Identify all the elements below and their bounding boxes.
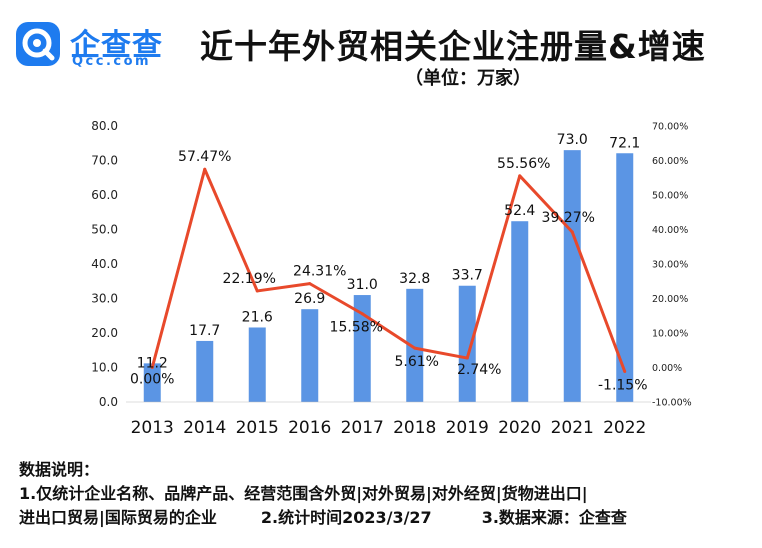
y2-tick-label: 10.00% [652,329,688,340]
data-notes: 数据说明： 1.仅统计企业名称、品牌产品、经营范围含外贸|对外贸易|对外经贸|货… [19,458,755,530]
bar-value-label: 72.1 [609,135,640,151]
y2-tick-label: 40.00% [652,225,688,236]
y-tick-label: 80.0 [91,119,118,133]
bar [406,288,424,402]
x-tick-label: 2020 [498,418,541,438]
bar-value-label: 17.7 [189,323,220,339]
x-tick-label: 2018 [393,418,436,438]
growth-value-label: 24.31% [293,264,346,280]
growth-point [518,174,522,178]
growth-point [150,366,154,369]
y-tick-label: 30.0 [91,292,118,306]
growth-value-label: 2.74% [457,362,501,378]
y2-tick-label: -10.00% [652,398,692,409]
y2-tick-label: 0.00% [652,363,682,374]
bar [143,363,161,402]
x-tick-label: 2019 [446,418,489,438]
x-tick-label: 2015 [236,418,279,438]
x-tick-label: 2013 [131,418,174,438]
growth-value-label: 22.19% [223,271,276,287]
bar [248,327,266,402]
bar-value-label: 21.6 [242,309,273,325]
bar-value-label: 31.0 [347,277,378,293]
bar [563,150,581,402]
notes-scope: 进出口贸易|国际贸易的企业 [19,508,217,527]
y-tick-label: 10.0 [91,361,118,375]
y2-tick-label: 20.00% [652,294,688,305]
bar-value-label: 32.8 [399,271,430,287]
bar-value-label: 52.4 [504,203,535,219]
chart-subtitle: （单位：万家） [405,68,531,89]
notes-heading: 数据说明： [19,460,100,479]
growth-point [360,312,364,316]
x-tick-label: 2022 [603,418,646,438]
growth-point [465,356,469,360]
bar-value-label: 33.7 [452,268,483,284]
bar [511,221,529,402]
x-tick-label: 2021 [551,418,594,438]
logo-domain: Qcc.com [72,54,152,69]
notes-source: 3.数据来源：企查查 [481,508,627,527]
bar-value-label: 73.0 [557,132,588,148]
x-tick-label: 2014 [183,418,226,438]
y-tick-label: 20.0 [91,326,118,340]
growth-point [623,369,627,373]
growth-value-label: 5.61% [395,354,439,370]
growth-point [570,230,574,234]
bar [353,295,371,402]
y2-tick-label: 70.00% [652,122,688,133]
y-tick-label: 70.0 [91,154,118,168]
y2-tick-label: 50.00% [652,191,688,202]
bar [458,285,476,402]
chart-title: 近十年外贸相关企业注册量&增速 [200,27,706,66]
notes-date: 2.统计时间2023/3/27 [260,508,432,527]
growth-point [255,289,259,293]
growth-point [413,346,417,350]
bar [301,309,319,402]
growth-line [150,167,627,372]
qcc-logo: 企查查 Qcc.com [10,10,185,69]
y-tick-label: 0.0 [99,395,118,409]
growth-value-label: 15.58% [330,320,383,336]
growth-value-label: 39.27% [542,210,595,226]
growth-point [203,167,207,171]
bar [196,340,214,402]
bar-value-label: 26.9 [294,291,325,307]
y-tick-label: 40.0 [91,257,118,271]
logo-mark-icon [16,22,60,66]
notes-line-1: 1.仅统计企业名称、品牌产品、经营范围含外贸|对外贸易|对外经贸|货物进出口| [19,484,588,503]
x-tick-label: 2017 [341,418,384,438]
growth-value-label: 55.56% [497,156,550,172]
growth-point [308,282,312,286]
y2-tick-label: 60.00% [652,156,688,167]
growth-value-label: -1.15% [598,377,648,393]
y-tick-label: 50.0 [91,223,118,237]
notes-line-2: 进出口贸易|国际贸易的企业 2.统计时间2023/3/27 3.数据来源：企查查 [19,506,755,530]
bar [616,153,634,402]
growth-value-label: 57.47% [178,149,231,165]
logo-text: 企查查 [70,28,163,63]
y-tick-label: 60.0 [91,188,118,202]
growth-value-label: 0.00% [130,372,174,388]
x-tick-label: 2016 [288,418,331,438]
y2-tick-label: 30.00% [652,260,688,271]
bar-value-label: 11.2 [137,355,168,371]
